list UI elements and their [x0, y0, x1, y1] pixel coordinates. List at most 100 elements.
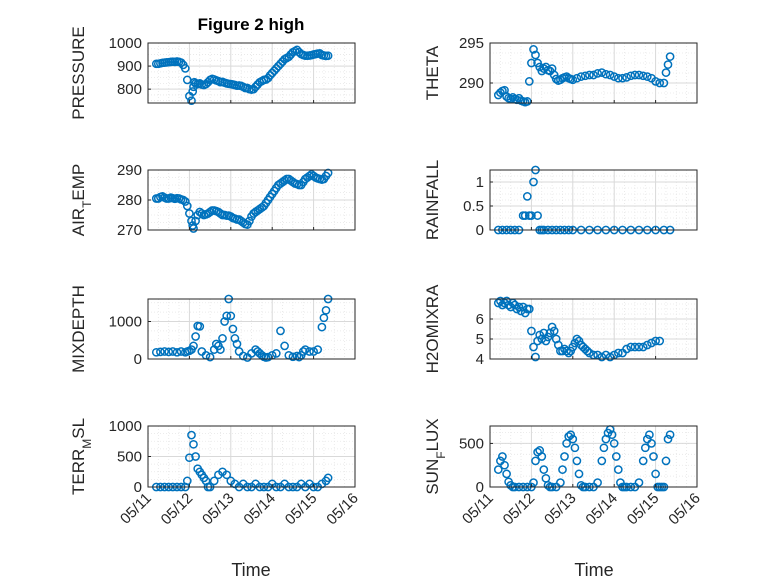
data-point — [582, 346, 592, 356]
data-point — [651, 469, 660, 479]
data-point — [572, 456, 582, 466]
data-point — [524, 77, 534, 86]
data-point — [176, 58, 186, 67]
data-point — [529, 478, 538, 487]
data-point — [187, 96, 196, 106]
data-point — [321, 305, 331, 315]
data-point — [570, 443, 580, 453]
data-point — [647, 338, 656, 348]
data-point — [613, 73, 623, 83]
data-point — [160, 347, 169, 356]
data-point — [638, 71, 648, 81]
axes-box — [147, 298, 356, 360]
data-point — [537, 452, 547, 461]
data-point — [524, 304, 534, 314]
data-point — [543, 480, 553, 490]
subplot-h2omixra: 4 5 6 H2OMIXRA — [423, 284, 698, 373]
data-point — [576, 480, 586, 490]
data-point — [294, 352, 304, 362]
data-point — [539, 465, 549, 474]
y-tick-label: 500 — [459, 435, 484, 452]
data-point — [164, 347, 174, 357]
data-point — [655, 336, 665, 346]
data-point — [599, 443, 609, 453]
data-point — [520, 211, 530, 220]
data-point — [188, 87, 198, 96]
data-point — [168, 347, 178, 356]
data-point — [280, 176, 289, 185]
data-point — [527, 326, 536, 336]
data-point — [634, 342, 644, 352]
data-point — [298, 347, 308, 356]
subplot-mixdepth: 0 1000 MIXDEPTH — [69, 285, 356, 373]
data-point — [205, 352, 215, 362]
data-point — [558, 465, 567, 474]
data-point — [663, 60, 673, 69]
data-point — [313, 345, 323, 354]
y-tick-label: 1000 — [109, 418, 142, 435]
data-point — [597, 68, 607, 77]
x-tick-label: 05/14 — [582, 490, 621, 529]
data-point — [531, 352, 540, 362]
data-point — [506, 480, 516, 490]
data-point — [493, 465, 503, 474]
data-point — [630, 70, 640, 80]
y-tick-label: 1000 — [109, 35, 142, 52]
data-point — [655, 78, 665, 88]
data-point — [498, 452, 507, 461]
data-point — [218, 334, 227, 343]
data-point — [234, 347, 244, 356]
data-point — [185, 209, 194, 218]
data-point — [642, 434, 652, 444]
data-point — [317, 322, 327, 332]
data-point — [230, 334, 240, 343]
axes-box — [147, 42, 356, 104]
data-point — [209, 476, 219, 486]
x-tick-label: 05/15 — [282, 490, 321, 529]
data-point — [605, 70, 615, 80]
data-point — [556, 478, 565, 487]
x-tick-label: 05/16 — [665, 490, 704, 529]
data-point — [305, 347, 314, 356]
data-point — [659, 78, 669, 88]
figure-title: Figure 2 high — [198, 15, 305, 34]
y-tick-label: 270 — [117, 222, 142, 239]
data-point — [618, 73, 627, 83]
data-point — [182, 476, 192, 486]
data-point — [529, 45, 538, 54]
y-axis-label: PRESSURE — [69, 26, 88, 120]
data-point — [531, 456, 540, 466]
y-tick-label: 5 — [476, 331, 484, 348]
y-axis-label: TERRMSL — [69, 418, 94, 495]
data-point — [609, 72, 619, 81]
y-tick-label: 6 — [476, 311, 484, 328]
data-point — [178, 195, 188, 205]
data-point — [572, 334, 582, 344]
y-tick-label: 4 — [476, 351, 484, 368]
data-point — [622, 344, 631, 354]
subplot-sun-flux: 0 500 05/11 05/12 05/13 05/14 05/15 05/16 SUNFLU… — [423, 418, 704, 528]
x-tick-label: 05/16 — [323, 490, 362, 529]
data-point — [522, 192, 532, 201]
data-point — [271, 349, 281, 358]
data-point — [626, 342, 636, 352]
y-tick-label: 500 — [117, 449, 142, 466]
data-point — [626, 71, 636, 81]
y-tick-label: 0 — [476, 222, 484, 239]
data-point — [564, 348, 574, 358]
data-point — [622, 73, 631, 82]
data-point — [661, 68, 671, 77]
x-axis-label-left: Time — [231, 560, 270, 580]
data-point — [651, 77, 660, 86]
data-point — [593, 478, 602, 487]
data-point — [601, 69, 611, 79]
data-point — [609, 439, 619, 448]
data-point — [576, 72, 586, 81]
data-point — [191, 332, 200, 341]
x-tick-label: 05/11 — [459, 490, 497, 528]
subplot-air-temp: 270 280 290 AIRTEMP — [69, 162, 356, 239]
data-point — [216, 345, 225, 354]
x-tick-label: 05/14 — [240, 490, 279, 529]
